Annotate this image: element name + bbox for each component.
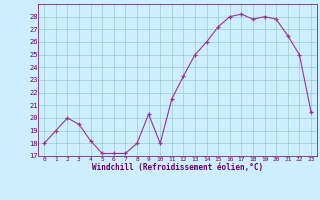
X-axis label: Windchill (Refroidissement éolien,°C): Windchill (Refroidissement éolien,°C) — [92, 163, 263, 172]
